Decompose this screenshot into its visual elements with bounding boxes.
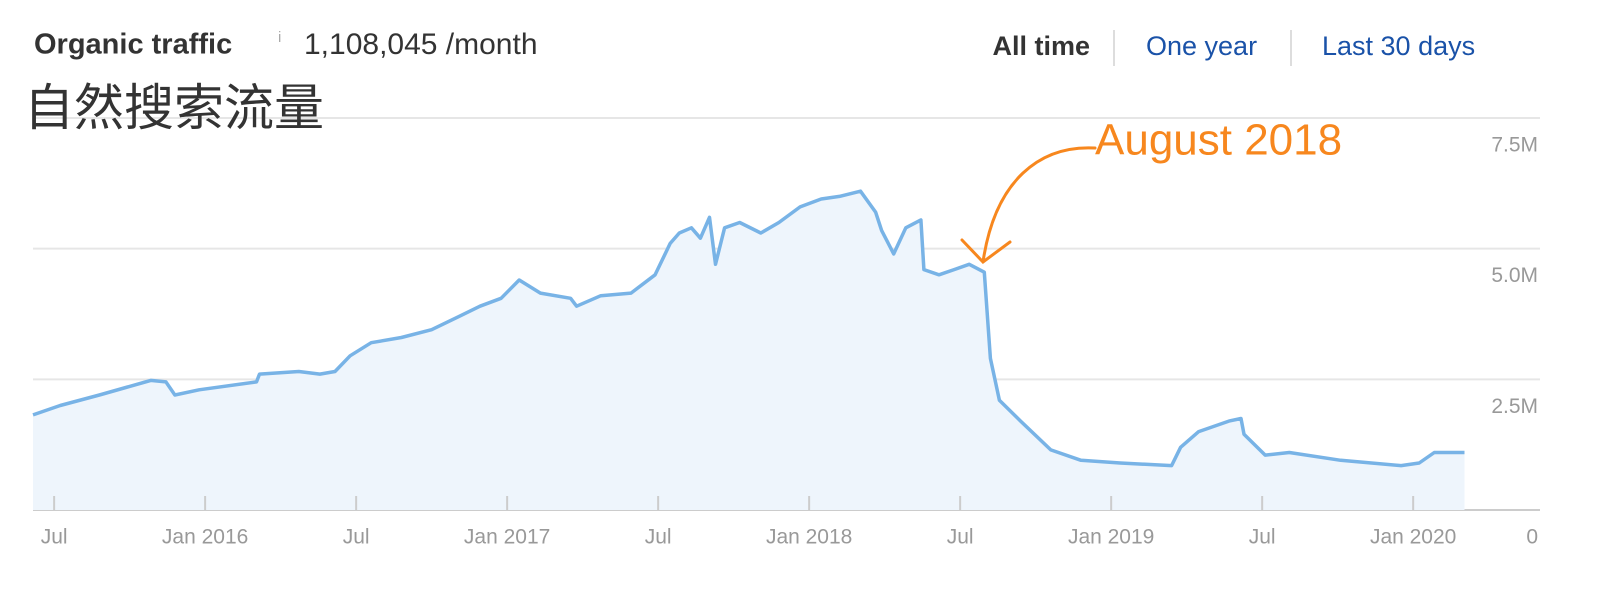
y-tick-label: 7.5M: [1491, 134, 1538, 157]
plot: 0 2.5M 5.0M 7.5M Jul Jan 2016 Jul Jan 2017 Jul Ja…: [32, 117, 1540, 549]
x-tick-label: Jan 2016: [162, 526, 248, 549]
annotation: August 2018: [1095, 116, 1342, 165]
x-tick-label: Jan 2020: [1370, 526, 1456, 549]
x-tick-label: Jan 2019: [1068, 526, 1154, 549]
overlay-label: 自然搜索流量: [24, 80, 324, 136]
title: Organic traffic: [34, 29, 232, 61]
tab-last-30-days[interactable]: Last 30 days: [1322, 31, 1475, 61]
x-tick-label: Jul: [41, 526, 68, 549]
x-tick-label: Jul: [947, 526, 974, 549]
area-fill: [33, 191, 1465, 510]
y-tick-label: 5.0M: [1491, 264, 1538, 287]
x-tick-label: Jul: [343, 526, 370, 549]
x-tick-label: Jul: [645, 526, 672, 549]
traffic-value: 1,108,045 /month: [304, 28, 538, 61]
tab-one-year[interactable]: One year: [1146, 31, 1257, 61]
tab-all-time[interactable]: All time: [992, 31, 1090, 61]
traffic-line: [32, 189, 1465, 468]
x-tick-label: Jan 2017: [464, 526, 550, 549]
y-tick-label: 0: [1526, 526, 1538, 549]
x-tick-label: Jan 2018: [766, 526, 852, 549]
x-tick-label: Jul: [1249, 526, 1276, 549]
info-icon[interactable]: i: [278, 29, 281, 46]
annotation-arrow: [960, 146, 1097, 264]
y-tick-label: 2.5M: [1491, 395, 1538, 418]
